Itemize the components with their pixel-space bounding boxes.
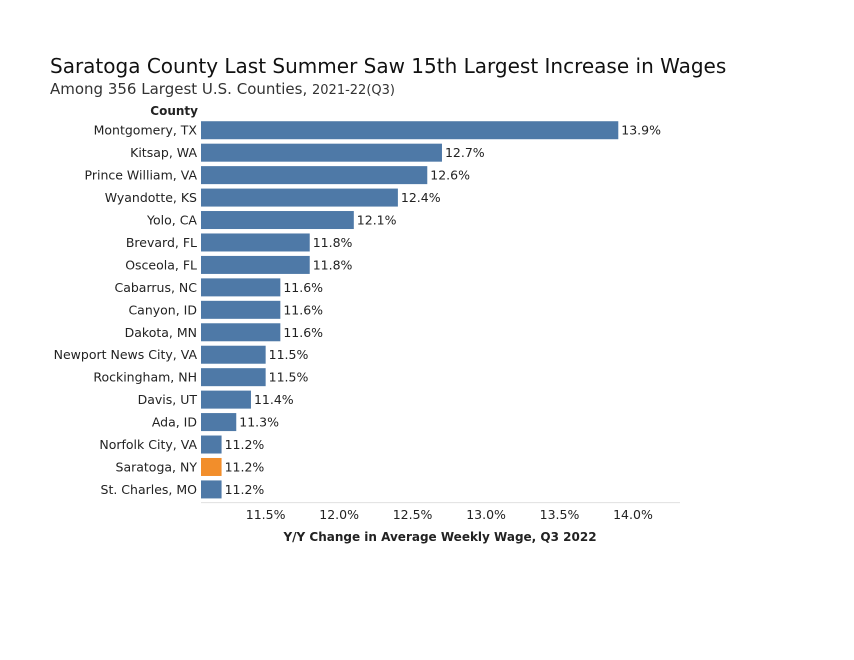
- value-label: 11.6%: [283, 280, 323, 295]
- bar[interactable]: [201, 188, 398, 207]
- bar[interactable]: [201, 390, 251, 409]
- bar[interactable]: [201, 435, 222, 454]
- category-label: Davis, UT: [138, 392, 198, 407]
- value-label: 11.4%: [254, 392, 294, 407]
- x-tick-label: 13.5%: [540, 507, 580, 522]
- value-label: 12.6%: [430, 168, 470, 183]
- bar[interactable]: [201, 255, 310, 274]
- x-tick-label: 14.0%: [613, 507, 653, 522]
- bar[interactable]: [201, 300, 281, 319]
- x-tick-label: 11.5%: [246, 507, 286, 522]
- category-label: Rockingham, NH: [93, 370, 197, 385]
- category-label: Wyandotte, KS: [105, 190, 197, 205]
- value-label: 12.7%: [445, 145, 485, 160]
- category-label: Osceola, FL: [125, 257, 197, 272]
- category-label: Yolo, CA: [146, 213, 197, 228]
- subtitle-period: 2021-22(Q3): [312, 83, 395, 98]
- chart-title: Saratoga County Last Summer Saw 15th Lar…: [50, 54, 727, 78]
- category-label: St. Charles, MO: [101, 482, 198, 497]
- value-label: 11.8%: [313, 257, 353, 272]
- value-label: 11.5%: [269, 370, 309, 385]
- x-ticks-group: 11.5% 12.0% 12.5% 13.0% 13.5% 14.0%: [246, 507, 653, 522]
- value-label: 11.2%: [225, 482, 265, 497]
- bar[interactable]: [201, 233, 310, 252]
- value-label: 11.3%: [239, 415, 279, 430]
- bar[interactable]: [201, 368, 266, 387]
- category-label: Ada, ID: [152, 415, 197, 430]
- bar[interactable]: [201, 121, 619, 140]
- category-label: Montgomery, TX: [94, 123, 198, 138]
- x-axis-label: Y/Y Change in Average Weekly Wage, Q3 20…: [282, 530, 596, 544]
- value-label: 11.6%: [283, 302, 323, 317]
- bar[interactable]: [201, 480, 222, 499]
- bar[interactable]: [201, 345, 266, 364]
- value-label: 11.5%: [269, 347, 309, 362]
- value-label: 11.6%: [283, 325, 323, 340]
- bar[interactable]: [201, 278, 281, 297]
- value-label: 11.8%: [313, 235, 353, 250]
- category-label: Norfolk City, VA: [99, 437, 197, 452]
- bar[interactable]: [201, 413, 237, 432]
- category-label: Brevard, FL: [126, 235, 197, 250]
- bar[interactable]: [201, 143, 442, 162]
- subtitle-main: Among 356 Largest U.S. Counties,: [50, 80, 313, 98]
- bar-highlighted[interactable]: [201, 457, 222, 476]
- category-label: Prince William, VA: [85, 168, 198, 183]
- category-label: Kitsap, WA: [130, 145, 197, 160]
- bars-group: Montgomery, TX 13.9% Kitsap, WA 12.7% Prince…: [54, 121, 661, 499]
- value-label: 11.2%: [225, 459, 265, 474]
- bar[interactable]: [201, 211, 354, 230]
- value-label: 12.1%: [357, 213, 397, 228]
- category-label: Saratoga, NY: [116, 459, 198, 474]
- value-label: 12.4%: [401, 190, 441, 205]
- value-label: 11.2%: [225, 437, 265, 452]
- y-axis-header: County: [150, 104, 198, 118]
- x-tick-label: 12.5%: [393, 507, 433, 522]
- category-label: Cabarrus, NC: [114, 280, 197, 295]
- bar[interactable]: [201, 323, 281, 342]
- value-label: 13.9%: [621, 123, 661, 138]
- x-tick-label: 12.0%: [319, 507, 359, 522]
- x-tick-label: 13.0%: [466, 507, 506, 522]
- bar[interactable]: [201, 166, 428, 185]
- category-label: Newport News City, VA: [54, 347, 198, 362]
- chart-subtitle: Among 356 Largest U.S. Counties, 2021-22…: [50, 80, 395, 98]
- category-label: Canyon, ID: [128, 302, 197, 317]
- category-label: Dakota, MN: [125, 325, 197, 340]
